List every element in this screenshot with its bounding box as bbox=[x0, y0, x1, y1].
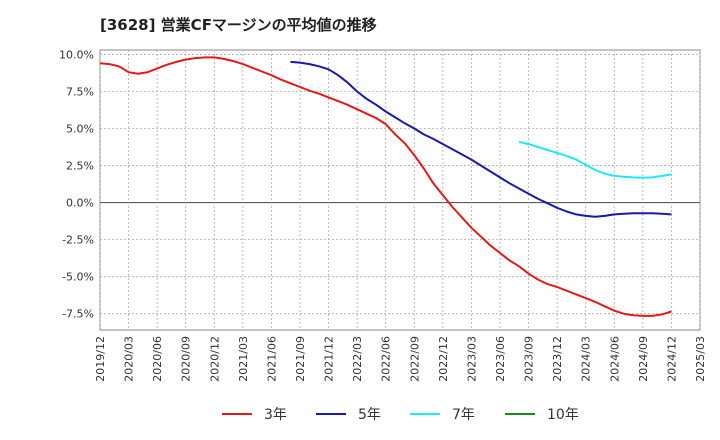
x-tick-label: 2023/03 bbox=[465, 336, 478, 382]
x-tick-label: 2022/12 bbox=[437, 336, 450, 382]
x-tick-label: 2022/09 bbox=[408, 336, 421, 382]
series-line-1 bbox=[290, 60, 672, 218]
x-tick-label: 2020/06 bbox=[151, 336, 164, 382]
x-tick-label: 2021/09 bbox=[294, 336, 307, 382]
x-tick-label: 2024/06 bbox=[608, 336, 621, 382]
grid bbox=[99, 50, 701, 330]
y-tick-label: -7.5% bbox=[62, 308, 94, 321]
x-tick-label: 2020/09 bbox=[180, 336, 193, 382]
plot-area bbox=[99, 49, 701, 331]
series-line-0 bbox=[99, 56, 672, 317]
x-tick-label: 2021/03 bbox=[237, 336, 250, 382]
x-tick-label: 2023/06 bbox=[494, 336, 507, 382]
legend-label-3: 10年 bbox=[547, 407, 579, 423]
x-tick-label: 2020/03 bbox=[123, 336, 136, 382]
y-tick-label: 10.0% bbox=[59, 48, 94, 61]
y-tick-label: 2.5% bbox=[66, 160, 94, 173]
legend-label-2: 7年 bbox=[452, 407, 475, 423]
x-tick-label: 2021/06 bbox=[265, 336, 278, 382]
y-tick-label: 7.5% bbox=[66, 85, 94, 98]
y-tick-label: -5.0% bbox=[62, 271, 94, 284]
legend-label-0: 3年 bbox=[264, 407, 287, 423]
legend: 3年 5年 7年 10年 bbox=[222, 407, 579, 423]
y-axis-ticks: 10.0% 7.5% 5.0% 2.5% 0.0% -2.5% -5.0% -7.5% bbox=[59, 48, 94, 320]
series-layer bbox=[99, 56, 672, 317]
y-tick-label: 5.0% bbox=[66, 123, 94, 136]
x-axis-ticks: 2019/12 2020/03 2020/06 2020/09 2020/12 2021/… bbox=[94, 336, 707, 382]
chart-title: [3628] 営業CFマージンの平均値の推移 bbox=[100, 16, 377, 34]
x-tick-label: 2024/09 bbox=[637, 336, 650, 382]
series-line-2 bbox=[518, 140, 672, 179]
y-tick-label: 0.0% bbox=[66, 197, 94, 210]
x-tick-label: 2023/12 bbox=[551, 336, 564, 382]
legend-label-1: 5年 bbox=[358, 407, 381, 423]
y-tick-label: -2.5% bbox=[62, 234, 94, 247]
x-tick-label: 2024/12 bbox=[665, 336, 678, 382]
x-tick-label: 2019/12 bbox=[94, 336, 107, 382]
x-tick-label: 2022/06 bbox=[380, 336, 393, 382]
x-tick-label: 2022/03 bbox=[351, 336, 364, 382]
x-tick-label: 2021/12 bbox=[323, 336, 336, 382]
plot-frame bbox=[99, 49, 701, 331]
x-tick-label: 2024/03 bbox=[580, 336, 593, 382]
x-tick-label: 2020/12 bbox=[208, 336, 221, 382]
x-tick-label: 2025/03 bbox=[694, 336, 707, 382]
x-tick-label: 2023/09 bbox=[523, 336, 536, 382]
